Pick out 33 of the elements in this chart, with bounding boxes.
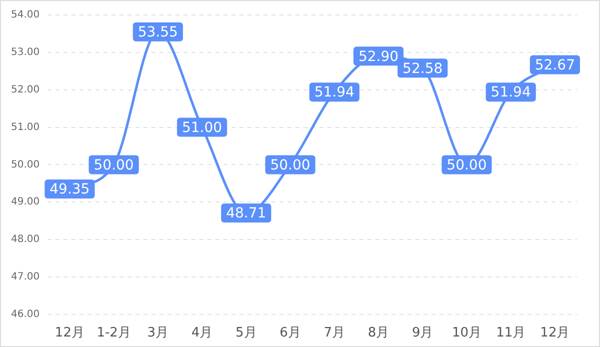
x-tick-label: 1-2月 xyxy=(96,326,131,341)
data-label: 51.94 xyxy=(314,84,354,101)
x-tick-label: 9月 xyxy=(412,326,434,341)
y-tick-label: 48.00 xyxy=(10,234,40,246)
data-label: 52.90 xyxy=(358,48,399,65)
y-tick-label: 54.00 xyxy=(10,10,40,21)
y-tick-label: 47.00 xyxy=(10,272,40,283)
x-tick-label: 12月 xyxy=(54,326,84,341)
x-tick-label: 6月 xyxy=(280,326,301,341)
y-tick-label: 51.00 xyxy=(10,122,40,133)
x-tick-label: 8月 xyxy=(368,326,390,341)
data-label: 51.94 xyxy=(490,84,531,101)
x-tick-label: 4月 xyxy=(191,326,213,341)
y-tick-label: 52.00 xyxy=(10,84,40,96)
y-tick-label: 46.00 xyxy=(10,308,40,320)
x-tick-label: 5月 xyxy=(236,326,257,341)
x-tick-label: 11月 xyxy=(496,326,526,341)
data-label: 52.58 xyxy=(402,60,443,77)
x-tick-label: 3月 xyxy=(147,326,169,341)
data-label: 51.00 xyxy=(182,120,222,136)
x-tick-label: 7月 xyxy=(324,326,346,341)
data-label: 49.35 xyxy=(50,182,90,198)
y-tick-label: 49.00 xyxy=(10,196,40,208)
x-tick-label: 10月 xyxy=(452,326,482,341)
data-label: 48.71 xyxy=(226,206,266,222)
data-label: 52.67 xyxy=(534,57,575,74)
y-tick-label: 50.00 xyxy=(10,159,40,170)
y-tick-label: 53.00 xyxy=(10,47,40,58)
data-label: 53.55 xyxy=(138,24,178,40)
data-label: 50.00 xyxy=(94,157,134,174)
data-label: 50.00 xyxy=(270,157,310,174)
data-label: 50.00 xyxy=(446,157,487,174)
x-tick-label: 12月 xyxy=(540,326,570,341)
